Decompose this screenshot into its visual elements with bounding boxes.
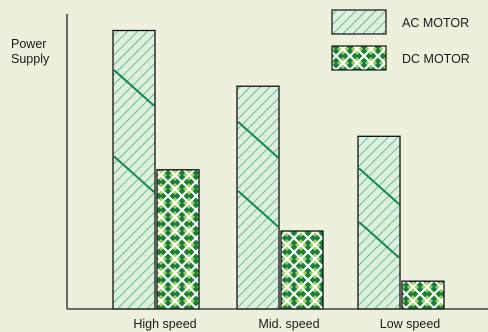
- bar-accent-stroke: [358, 221, 400, 259]
- bar-ac-motor-high-speed: [112, 29, 156, 310]
- bar-accent-stroke: [358, 167, 400, 205]
- y-axis-label-line-2: Supply: [11, 52, 50, 66]
- x-tick-label-mid-speed: Mid. speed: [258, 317, 319, 331]
- x-tick-label-high-speed: High speed: [133, 317, 196, 331]
- x-tick-label-low-speed: Low speed: [380, 317, 441, 331]
- bar-accent-stroke: [113, 69, 155, 107]
- bars-group: [112, 29, 445, 310]
- x-tick-labels: High speed Mid. speed Low speed: [133, 317, 440, 331]
- legend-swatch-dc-motor: [331, 45, 387, 71]
- bar-dc-motor-high-speed: [156, 169, 200, 310]
- legend-label-dc-motor: DC MOTOR: [402, 52, 470, 66]
- bar-dc-motor-low-speed: [401, 280, 445, 310]
- bar-accent-stroke: [113, 155, 155, 193]
- bar-accent-stroke: [237, 121, 279, 159]
- y-axis-label-line-1: Power: [11, 37, 46, 51]
- bar-ac-motor-mid-speed: [236, 85, 280, 310]
- bar-ac-motor-low-speed: [357, 135, 401, 310]
- legend: AC MOTOR DC MOTOR: [331, 9, 470, 71]
- bar-accent-stroke: [237, 190, 279, 228]
- bar-dc-motor-mid-speed: [280, 230, 324, 310]
- legend-swatch-ac-motor: [331, 9, 387, 35]
- legend-label-ac-motor: AC MOTOR: [402, 16, 469, 30]
